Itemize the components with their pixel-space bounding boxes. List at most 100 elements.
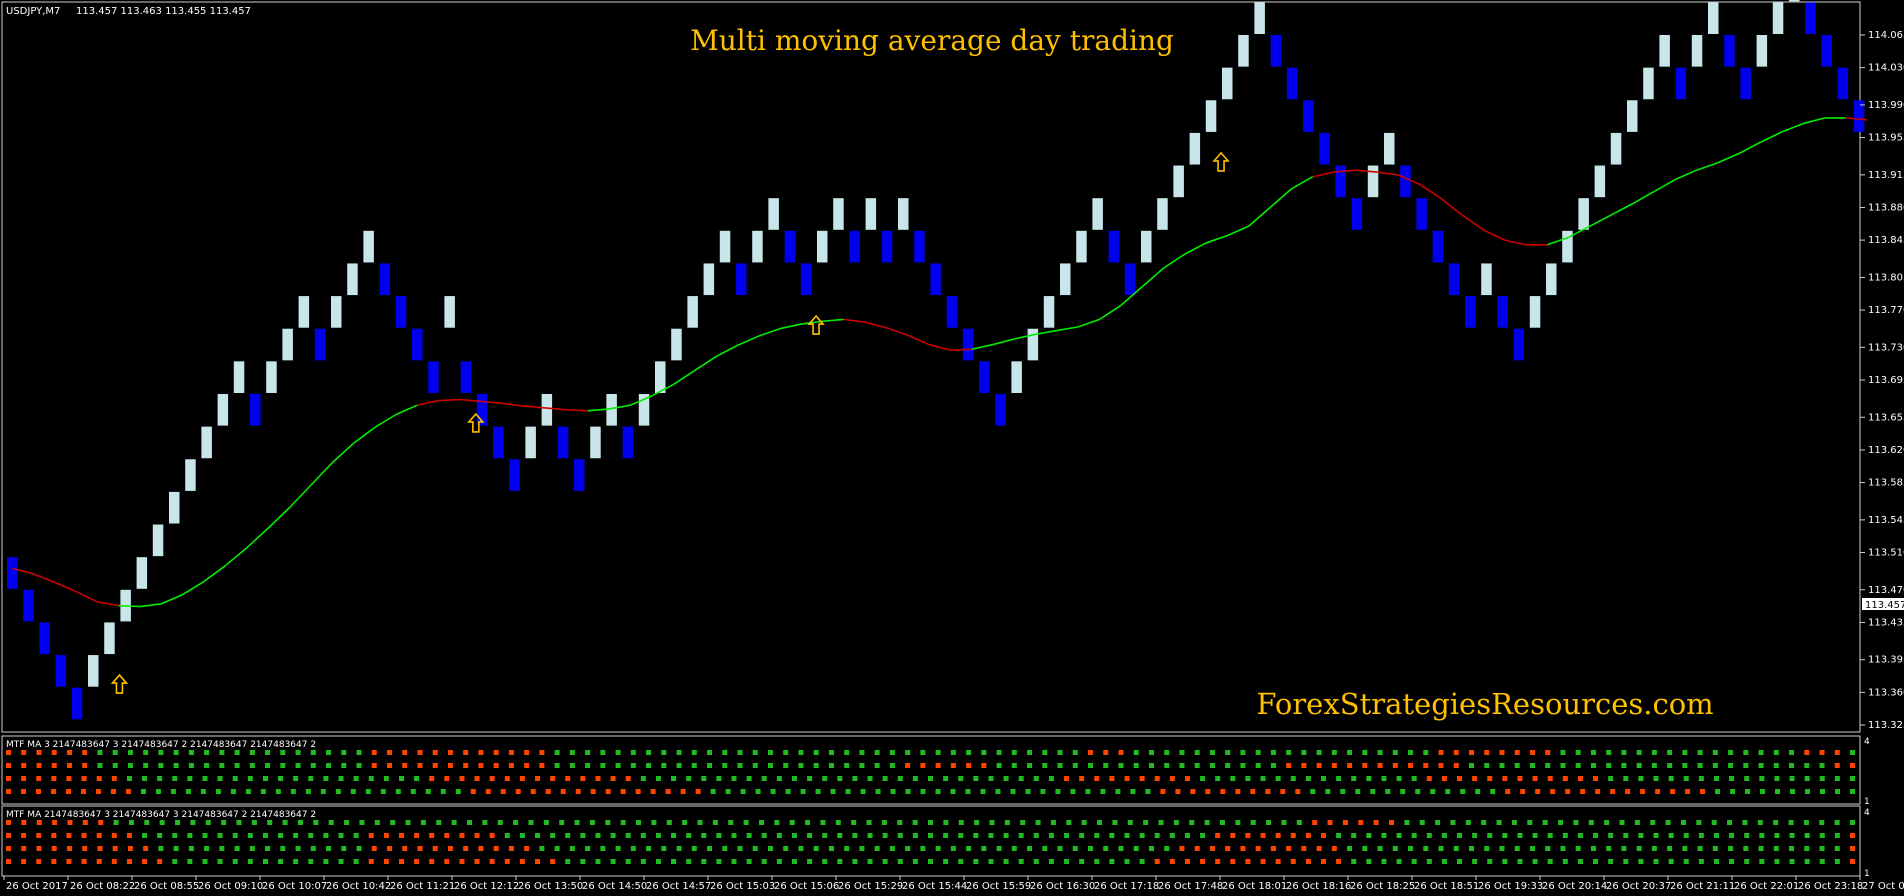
signal-dot-green	[142, 776, 148, 781]
signal-dot-green	[1408, 846, 1414, 851]
signal-dot-red	[459, 776, 465, 781]
signal-dot-green	[267, 820, 273, 825]
bull-brick	[1789, 0, 1800, 2]
x-tick-label: 26 Oct 11:21	[390, 881, 455, 892]
ma-segment	[950, 348, 972, 351]
signal-dot-green	[519, 833, 525, 838]
signal-dot-red	[429, 859, 435, 864]
signal-dot-green	[1204, 820, 1210, 825]
signal-dot-red	[935, 763, 941, 768]
signal-dot-green	[353, 833, 359, 838]
ma-segment	[651, 383, 674, 397]
signal-dot-red	[524, 846, 530, 851]
signal-dot-green	[686, 859, 692, 864]
signal-dot-green	[828, 846, 834, 851]
signal-dot-green	[1018, 859, 1024, 864]
signal-dot-green	[1730, 789, 1736, 794]
signal-dot-green	[1819, 763, 1825, 768]
signal-dot-green	[326, 750, 332, 755]
signal-dot-green	[746, 859, 752, 864]
signal-dot-red	[51, 750, 57, 755]
bull-brick	[687, 296, 698, 328]
signal-dot-green	[1697, 846, 1703, 851]
signal-dot-green	[1133, 750, 1139, 755]
ma-segment	[331, 442, 354, 464]
signal-dot-green	[1435, 820, 1441, 825]
bear-brick	[1837, 67, 1849, 100]
signal-dot-red	[111, 776, 117, 781]
signal-dot-green	[935, 789, 941, 794]
signal-dot-red	[1517, 776, 1523, 781]
signal-dot-green	[1653, 776, 1659, 781]
signal-up-arrow	[1212, 151, 1230, 172]
signal-dot-green	[791, 859, 797, 864]
signal-dot-green	[807, 833, 813, 838]
ma-segment	[502, 402, 525, 407]
signal-dot-green	[234, 846, 240, 851]
signal-dot-red	[478, 763, 484, 768]
signal-dot-green	[630, 750, 636, 755]
signal-dot-red	[402, 750, 408, 755]
signal-dot-green	[655, 776, 661, 781]
bull-brick	[833, 198, 844, 230]
signal-dot-green	[1805, 789, 1811, 794]
signal-dot-red	[535, 776, 541, 781]
signal-dot-green	[1713, 859, 1719, 864]
signal-dot-red	[1286, 763, 1292, 768]
signal-dot-red	[65, 789, 71, 794]
signal-dot-green	[1728, 846, 1734, 851]
y-tick-label: 113.845	[1868, 235, 1904, 246]
signal-dot-green	[451, 820, 457, 825]
bear-brick	[784, 230, 796, 263]
signal-dot-green	[554, 846, 560, 851]
signal-dot-green	[1457, 859, 1463, 864]
signal-dot-green	[1638, 776, 1644, 781]
signal-dot-green	[701, 776, 707, 781]
signal-dot-green	[380, 789, 386, 794]
bear-brick	[395, 296, 407, 328]
signal-dot-green	[1392, 750, 1398, 755]
ma-segment	[545, 407, 567, 411]
signal-dot-green	[1381, 776, 1387, 781]
bull-brick	[525, 426, 536, 459]
signal-dot-green	[1143, 820, 1149, 825]
signal-dot-green	[1696, 820, 1702, 825]
signal-dot-red	[1610, 789, 1616, 794]
signal-dot-green	[395, 789, 401, 794]
signal-dot-green	[326, 763, 332, 768]
signal-dot-green	[852, 776, 858, 781]
bull-brick	[817, 230, 828, 263]
signal-dot-green	[127, 750, 133, 755]
signal-dot-green	[640, 859, 646, 864]
bull-brick	[1043, 296, 1055, 328]
ma-segment	[609, 404, 631, 410]
signal-dot-green	[813, 763, 819, 768]
signal-dot-green	[278, 833, 284, 838]
signal-dot-red	[1184, 859, 1190, 864]
signal-dot-green	[852, 833, 858, 838]
signal-dot-green	[859, 750, 865, 755]
signal-dot-green	[554, 763, 560, 768]
signal-dot-green	[1789, 833, 1795, 838]
signal-dot-green	[988, 833, 994, 838]
signal-dot-green	[1608, 833, 1614, 838]
signal-dot-green	[1133, 846, 1139, 851]
signal-dot-green	[1774, 859, 1780, 864]
signal-dot-green	[1003, 776, 1009, 781]
signal-dot-green	[830, 789, 836, 794]
signal-dot-green	[1758, 763, 1764, 768]
signal-dot-green	[1773, 750, 1779, 755]
signal-dot-green	[297, 820, 303, 825]
signal-dot-green	[737, 763, 743, 768]
signal-dot-red	[6, 789, 11, 794]
signal-dot-green	[1472, 833, 1478, 838]
signal-dot-green	[1834, 859, 1840, 864]
signal-dot-green	[1502, 833, 1508, 838]
signal-dot-green	[640, 833, 646, 838]
signal-dot-green	[202, 776, 208, 781]
signal-dot-green	[112, 763, 118, 768]
price-axis: 114.065 114.030 113.990 113.955 113.915 113.8…	[1860, 30, 1904, 731]
bear-brick	[574, 459, 585, 491]
signal-dot-green	[341, 763, 347, 768]
signal-dot-red	[1426, 776, 1432, 781]
